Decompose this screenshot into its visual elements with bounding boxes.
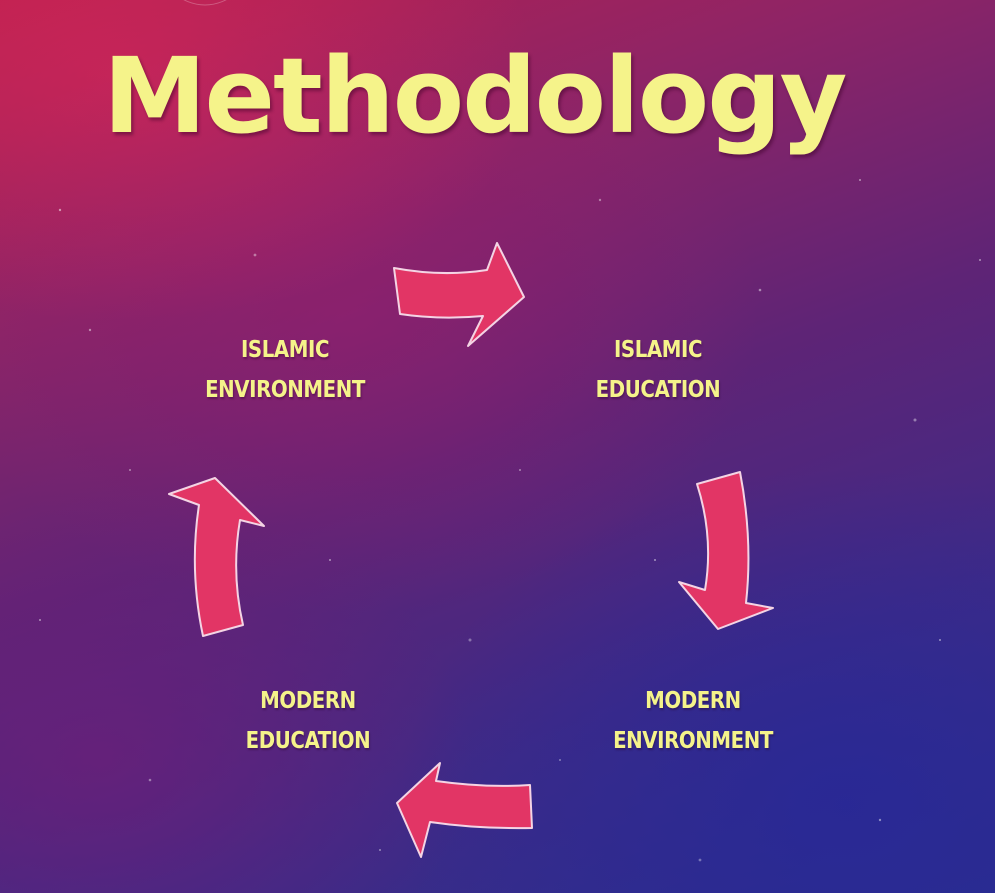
node-label-line1: ISLAMIC: [613, 337, 703, 363]
cycle-node-modern-education: MODERN EDUCATION: [205, 681, 411, 761]
node-label-line1: MODERN: [260, 688, 356, 714]
node-label-line1: ISLAMIC: [240, 337, 330, 363]
node-label-line1: MODERN: [645, 688, 741, 714]
cycle-node-islamic-education: ISLAMIC EDUCATION: [555, 330, 761, 410]
slide-title: Methodology: [103, 35, 847, 157]
node-label-line2: ENVIRONMENT: [613, 728, 773, 754]
cycle-node-islamic-environment: ISLAMIC ENVIRONMENT: [182, 330, 388, 410]
node-label-line2: EDUCATION: [595, 377, 721, 403]
node-label-line2: EDUCATION: [245, 728, 371, 754]
node-label-line2: ENVIRONMENT: [205, 377, 365, 403]
cycle-node-modern-environment: MODERN ENVIRONMENT: [590, 681, 796, 761]
